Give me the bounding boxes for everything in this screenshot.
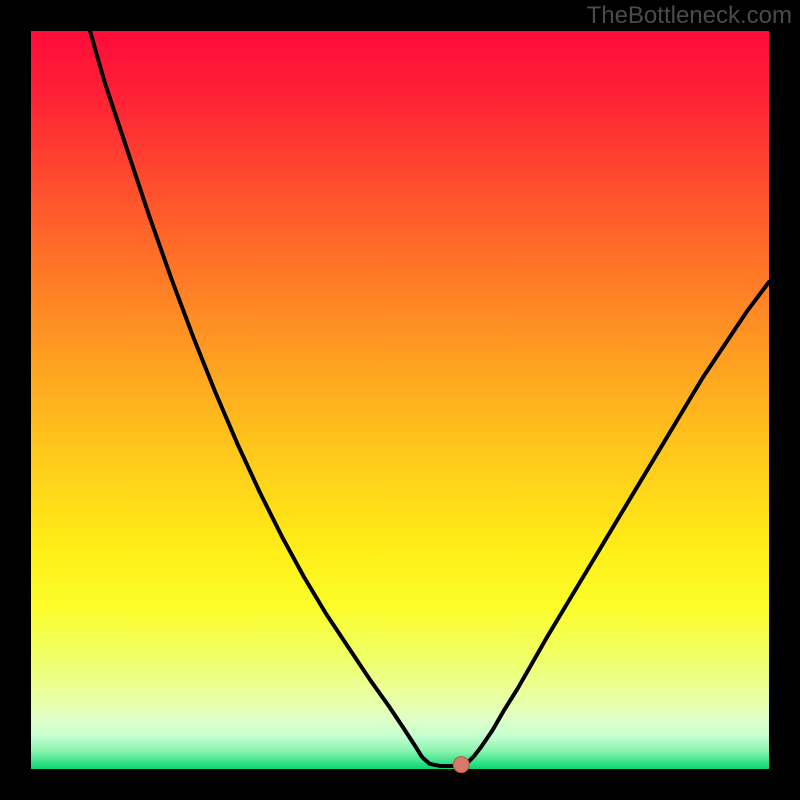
chart-container: TheBottleneck.com — [0, 0, 800, 800]
bottleneck-chart — [0, 0, 800, 800]
optimal-point-marker — [453, 757, 469, 773]
watermark-text: TheBottleneck.com — [587, 2, 792, 30]
plot-background — [31, 31, 769, 769]
